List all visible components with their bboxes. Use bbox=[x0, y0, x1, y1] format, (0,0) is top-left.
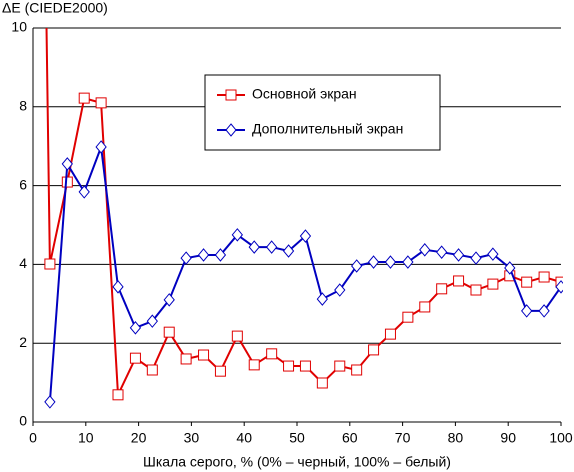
marker bbox=[334, 283, 346, 297]
marker bbox=[384, 255, 397, 269]
marker bbox=[61, 157, 73, 171]
marker bbox=[180, 251, 192, 265]
marker bbox=[538, 271, 550, 283]
x-axis-label: Шкала серого, % (0% – черный, 100% – бел… bbox=[143, 454, 451, 470]
marker bbox=[299, 229, 312, 243]
marker bbox=[44, 395, 56, 409]
marker bbox=[129, 352, 141, 364]
marker bbox=[368, 344, 380, 356]
x-tick-label: 0 bbox=[29, 430, 37, 446]
x-tick-label: 50 bbox=[289, 430, 305, 446]
x-tick-label: 20 bbox=[131, 430, 147, 446]
marker bbox=[521, 276, 533, 288]
x-tick-label: 70 bbox=[395, 430, 411, 446]
y-tick-label: 0 bbox=[19, 413, 27, 429]
marker bbox=[146, 364, 158, 376]
marker bbox=[95, 140, 107, 154]
marker bbox=[163, 293, 175, 307]
x-tick-label: 10 bbox=[78, 430, 94, 446]
y-axis-label: ΔE (CIEDE2000) bbox=[2, 0, 108, 16]
marker bbox=[198, 349, 210, 361]
marker bbox=[299, 360, 311, 372]
plot-area bbox=[44, 28, 563, 409]
marker bbox=[225, 89, 237, 101]
marker bbox=[163, 326, 175, 338]
marker bbox=[44, 258, 56, 270]
marker bbox=[78, 185, 90, 199]
marker bbox=[555, 280, 563, 294]
x-tick-label: 100 bbox=[549, 430, 573, 446]
marker bbox=[316, 292, 328, 306]
marker bbox=[61, 176, 73, 188]
x-tick-label: 80 bbox=[448, 430, 464, 446]
marker bbox=[95, 97, 107, 109]
marker bbox=[266, 348, 278, 360]
marker bbox=[470, 284, 482, 296]
x-tick-label: 30 bbox=[184, 430, 200, 446]
marker bbox=[266, 240, 278, 254]
series-line bbox=[45, 28, 562, 396]
marker bbox=[129, 321, 142, 335]
marker bbox=[351, 259, 363, 273]
y-tick-label: 2 bbox=[19, 334, 27, 350]
y-tick-label: 8 bbox=[19, 98, 27, 114]
marker bbox=[214, 248, 227, 262]
marker bbox=[282, 244, 295, 258]
marker bbox=[521, 304, 533, 318]
marker bbox=[436, 245, 448, 259]
y-tick-label: 6 bbox=[19, 176, 27, 192]
marker bbox=[225, 123, 237, 137]
marker bbox=[419, 301, 431, 313]
marker bbox=[334, 360, 346, 372]
marker bbox=[316, 377, 328, 389]
marker bbox=[231, 330, 243, 342]
marker bbox=[384, 328, 396, 340]
marker bbox=[402, 311, 414, 323]
legend-label: Дополнительный экран bbox=[252, 121, 403, 137]
marker bbox=[504, 261, 516, 275]
marker bbox=[248, 359, 260, 371]
marker bbox=[470, 251, 482, 265]
marker bbox=[197, 248, 210, 262]
marker bbox=[419, 243, 431, 257]
legend-label: Основной экран bbox=[252, 86, 357, 102]
marker bbox=[180, 353, 192, 365]
marker bbox=[112, 389, 124, 401]
marker bbox=[402, 255, 414, 269]
marker bbox=[487, 278, 499, 290]
y-tick-label: 10 bbox=[11, 19, 27, 35]
marker bbox=[146, 314, 158, 328]
marker bbox=[487, 247, 499, 261]
y-tick-label: 4 bbox=[19, 255, 27, 271]
x-tick-label: 90 bbox=[500, 430, 516, 446]
marker bbox=[538, 304, 550, 318]
x-tick-label: 40 bbox=[236, 430, 252, 446]
marker bbox=[248, 240, 260, 254]
x-tick-label: 60 bbox=[342, 430, 358, 446]
marker bbox=[351, 364, 363, 376]
legend-box bbox=[204, 74, 441, 151]
marker bbox=[283, 360, 295, 372]
marker bbox=[112, 280, 124, 294]
marker bbox=[214, 365, 226, 377]
marker bbox=[231, 228, 243, 242]
marker bbox=[436, 283, 448, 295]
marker bbox=[453, 275, 465, 287]
marker bbox=[78, 92, 90, 104]
marker bbox=[367, 255, 380, 269]
marker bbox=[452, 248, 465, 262]
